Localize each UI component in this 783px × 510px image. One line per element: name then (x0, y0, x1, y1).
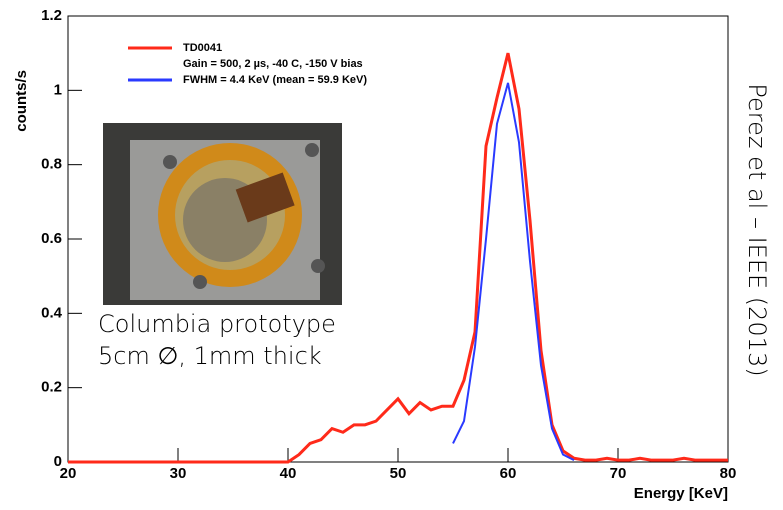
inset-photo (103, 123, 342, 305)
annotation: Columbia prototype (98, 310, 336, 338)
x-tick-label: 40 (280, 465, 297, 482)
x-tick-label: 50 (390, 465, 407, 482)
series-line (68, 52, 728, 464)
series-line (452, 82, 575, 462)
y-tick-label: 0.8 (41, 156, 62, 173)
annotation: 5cm ∅, 1mm thick (98, 342, 322, 370)
x-tick-label: 30 (170, 465, 187, 482)
y-tick-label: 0.6 (41, 230, 62, 247)
y-axis-title: counts/s (13, 70, 30, 132)
y-tick-label: 1.2 (41, 7, 62, 24)
y-tick-label: 1 (54, 81, 62, 98)
legend-label: FWHM = 4.4 KeV (mean = 59.9 KeV) (183, 74, 367, 86)
plot-frame (67, 15, 729, 463)
x-tick-label: 80 (720, 465, 737, 482)
y-tick-label: 0.2 (41, 379, 62, 396)
y-tick-label: 0.4 (41, 304, 63, 321)
legend-label: TD0041 (183, 42, 222, 54)
side-note: Perez et al – IEEE (2013) (743, 83, 771, 376)
x-tick-label: 20 (60, 465, 77, 482)
legend-note: Gain = 500, 2 µs, -40 C, -150 V bias (183, 58, 363, 70)
x-tick-label: 60 (500, 465, 517, 482)
x-tick-label: 70 (610, 465, 627, 482)
y-tick-label: 0 (54, 453, 62, 470)
x-axis-title: Energy [KeV] (634, 485, 728, 502)
plot-layer: TD0041 FWHM = 4.4 KeV (mean = 59.9 KeV) (68, 42, 728, 464)
